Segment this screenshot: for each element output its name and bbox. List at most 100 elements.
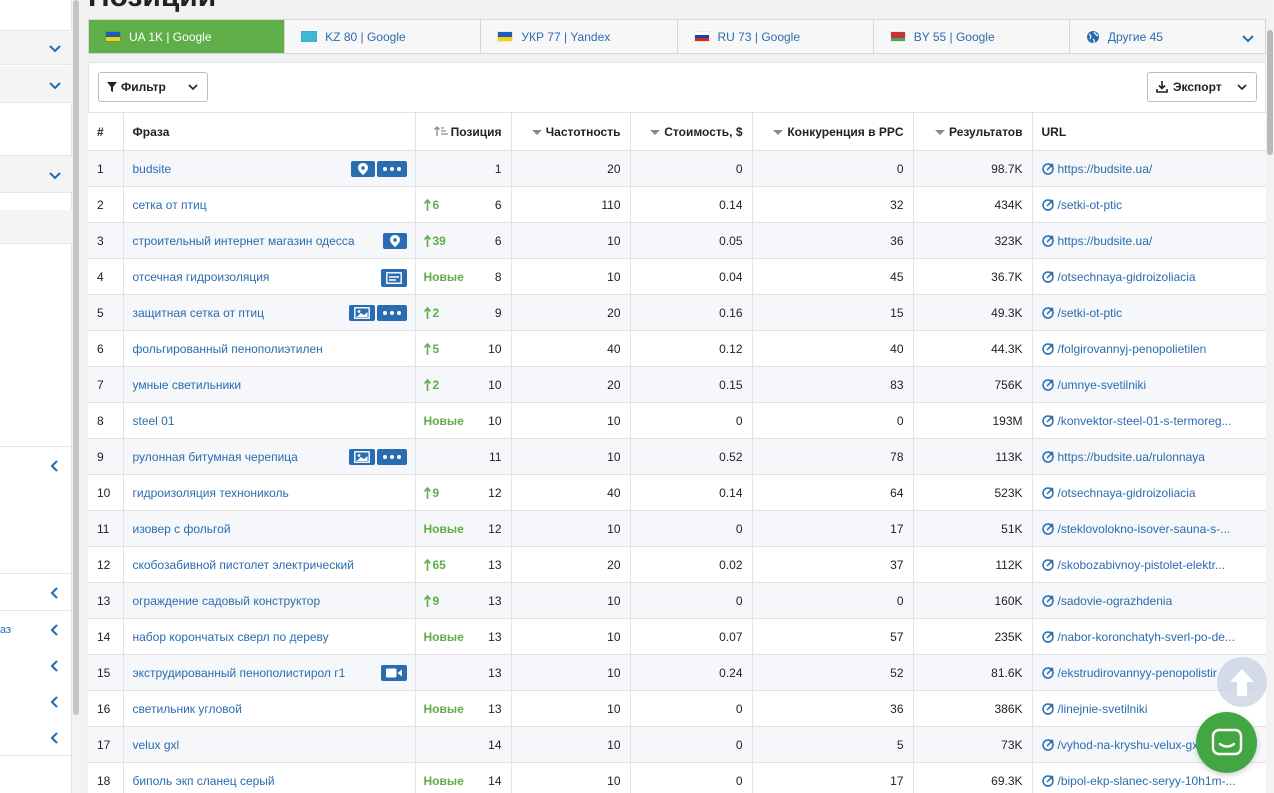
video-icon[interactable] (380, 665, 407, 681)
sidebar-section-1[interactable] (0, 31, 72, 65)
url-cell[interactable]: /setki-ot-ptic (1032, 186, 1267, 223)
keyword-phrase[interactable]: гидроизоляция технониколь (123, 474, 416, 511)
phrase-text[interactable]: гидроизоляция технониколь (132, 485, 289, 500)
url-link[interactable]: /setki-ot-ptic (1057, 305, 1123, 320)
more-icon[interactable] (376, 305, 407, 321)
keyword-phrase[interactable]: budsite (123, 150, 416, 187)
tab-ua-google[interactable]: UA 1K | Google (89, 20, 286, 53)
scroll-to-top-button[interactable] (1217, 657, 1267, 707)
url-cell[interactable]: /umnye-svetilniki (1032, 366, 1267, 403)
phrase-text[interactable]: ограждение садовый конструктор (132, 593, 321, 608)
image-icon[interactable] (348, 449, 375, 465)
col-frequency-header[interactable]: Частотность (511, 112, 631, 151)
sidebar-section-2[interactable] (0, 66, 72, 103)
url-cell[interactable]: /setki-ot-ptic (1032, 294, 1267, 331)
phrase-text[interactable]: изовер с фольгой (132, 521, 231, 536)
keyword-phrase[interactable]: скобозабивной пистолет электрический (123, 546, 416, 583)
phrase-text[interactable]: velux gxl (132, 737, 180, 752)
map-pin-icon[interactable] (382, 233, 407, 249)
keyword-phrase[interactable]: velux gxl (123, 726, 416, 763)
keyword-phrase[interactable]: экструдированный пенополистирол г1 (123, 654, 416, 691)
keyword-phrase[interactable]: строительный интернет магазин одесса (123, 222, 416, 259)
keyword-phrase[interactable]: умные светильники (123, 366, 416, 403)
url-cell[interactable]: /otsechnaya-gidroizoliacia (1032, 258, 1267, 295)
url-link[interactable]: /folgirovannyj-penopolietilen (1057, 341, 1207, 356)
sidebar-section-5[interactable] (0, 575, 72, 611)
url-link[interactable]: /sadovie-ograzhdenia (1057, 593, 1173, 608)
keyword-phrase[interactable]: фольгированный пенополиэтилен (123, 330, 416, 367)
phrase-text[interactable]: скобозабивной пистолет электрический (132, 557, 354, 572)
export-button[interactable]: Экспорт (1147, 72, 1257, 102)
sidebar-section-9[interactable] (0, 720, 72, 756)
url-cell[interactable]: /skobozabivnoy-pistolet-elektr... (1032, 546, 1267, 583)
phrase-text[interactable]: строительный интернет магазин одесса (132, 233, 355, 248)
tab-ukr-yandex[interactable]: УКР 77 | Yandex (481, 20, 678, 53)
url-link[interactable]: /nabor-koronchatyh-sverl-po-de... (1057, 629, 1235, 644)
phrase-text[interactable]: набор корончатых сверл по дереву (132, 629, 329, 644)
sidebar-section-4[interactable] (0, 446, 72, 574)
sidebar-section-3[interactable] (0, 156, 72, 193)
sidebar-scrollbar-thumb[interactable] (73, 0, 79, 715)
phrase-text[interactable]: budsite (132, 161, 172, 176)
keyword-phrase[interactable]: светильник угловой (123, 690, 416, 727)
url-cell[interactable]: /konvektor-steel-01-s-termoreg... (1032, 402, 1267, 439)
keyword-phrase[interactable]: steel 01 (123, 402, 416, 439)
phrase-text[interactable]: биполь экп сланец серый (132, 773, 275, 788)
phrase-text[interactable]: сетка от птиц (132, 197, 207, 212)
image-icon[interactable] (348, 305, 375, 321)
keyword-phrase[interactable]: рулонная битумная черепица (123, 438, 416, 475)
tab-others[interactable]: Другие 45 (1070, 20, 1265, 53)
url-cell[interactable]: /folgirovannyj-penopolietilen (1032, 330, 1267, 367)
page-scrollbar[interactable] (1266, 0, 1274, 793)
phrase-text[interactable]: светильник угловой (132, 701, 242, 716)
keyword-phrase[interactable]: биполь экп сланец серый (123, 762, 416, 793)
text-card-icon[interactable] (380, 269, 407, 287)
url-link[interactable]: /steklovolokno-isover-sauna-s-... (1057, 521, 1231, 536)
url-cell[interactable]: /sadovie-ograzhdenia (1032, 582, 1267, 619)
keyword-phrase[interactable]: ограждение садовый конструктор (123, 582, 416, 619)
url-link[interactable]: /konvektor-steel-01-s-termoreg... (1057, 413, 1232, 428)
tab-kz-google[interactable]: KZ 80 | Google (285, 20, 482, 53)
keyword-phrase[interactable]: набор корончатых сверл по дереву (123, 618, 416, 655)
url-cell[interactable]: /steklovolokno-isover-sauna-s-... (1032, 510, 1267, 547)
url-link[interactable]: /ekstrudirovannyy-penopolistir (1057, 665, 1217, 680)
url-link[interactable]: /otsechnaya-gidroizoliacia (1057, 485, 1196, 500)
col-results-header[interactable]: Результатов (913, 112, 1033, 151)
url-cell[interactable]: https://budsite.ua/rulonnaya (1032, 438, 1267, 475)
phrase-text[interactable]: рулонная битумная черепица (132, 449, 298, 464)
url-link[interactable]: /umnye-svetilniki (1057, 377, 1147, 392)
sidebar-selected-row[interactable] (0, 210, 72, 244)
col-competition-header[interactable]: Конкуренция в PPC (752, 112, 914, 151)
url-cell[interactable]: https://budsite.ua/ (1032, 150, 1267, 187)
url-cell[interactable]: /nabor-koronchatyh-sverl-po-de... (1032, 618, 1267, 655)
col-position-header[interactable]: Позиция (415, 112, 512, 151)
more-icon[interactable] (376, 449, 407, 465)
tab-by-google[interactable]: BY 55 | Google (874, 20, 1070, 53)
more-icon[interactable] (376, 161, 407, 177)
url-link[interactable]: https://budsite.ua/ (1057, 233, 1153, 248)
url-link[interactable]: https://budsite.ua/rulonnaya (1057, 449, 1205, 464)
sidebar-scrollbar[interactable] (72, 0, 80, 793)
keyword-phrase[interactable]: изовер с фольгой (123, 510, 416, 547)
sidebar-section-8[interactable] (0, 684, 72, 720)
url-link[interactable]: https://budsite.ua/ (1057, 161, 1153, 176)
tab-ru-google[interactable]: RU 73 | Google (678, 20, 874, 53)
url-link[interactable]: /linejnie-svetilniki (1057, 701, 1148, 716)
phrase-text[interactable]: умные светильники (132, 377, 242, 392)
url-link[interactable]: /setki-ot-ptic (1057, 197, 1123, 212)
col-cost-header[interactable]: Стоимость, $ (630, 112, 753, 151)
sidebar-section-6[interactable]: аз (0, 612, 72, 648)
sidebar-section-7[interactable] (0, 648, 72, 684)
keyword-phrase[interactable]: сетка от птиц (123, 186, 416, 223)
url-link[interactable]: /bipol-ekp-slanec-seryy-10h1m-... (1057, 773, 1236, 788)
page-scrollbar-thumb[interactable] (1267, 30, 1273, 155)
col-phrase-header[interactable]: Фраза (123, 112, 416, 151)
url-cell[interactable]: https://budsite.ua/ (1032, 222, 1267, 259)
chat-button[interactable] (1196, 712, 1257, 773)
filter-button[interactable]: Фильтр (98, 72, 208, 102)
phrase-text[interactable]: фольгированный пенополиэтилен (132, 341, 323, 356)
phrase-text[interactable]: экструдированный пенополистирол г1 (132, 665, 346, 680)
phrase-text[interactable]: защитная сетка от птиц (132, 305, 264, 320)
url-link[interactable]: /otsechnaya-gidroizoliacia (1057, 269, 1196, 284)
url-link[interactable]: /skobozabivnoy-pistolet-elektr... (1057, 557, 1225, 572)
